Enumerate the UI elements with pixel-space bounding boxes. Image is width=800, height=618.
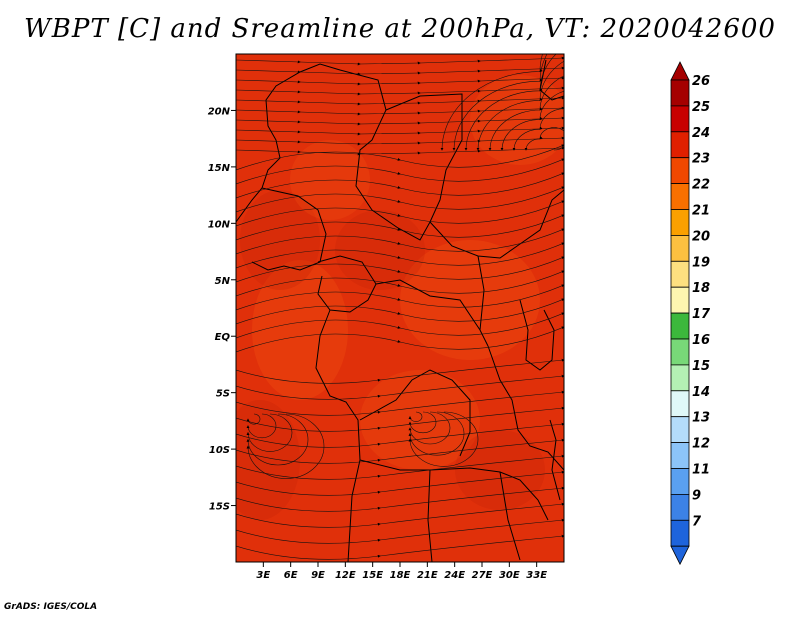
border-3 bbox=[315, 309, 361, 562]
colorbar-swatch bbox=[670, 364, 690, 392]
lat-tick-label: 15N bbox=[208, 163, 231, 174]
streamline-31 bbox=[236, 326, 564, 353]
grads-credit: GrADS: IGES/COLA bbox=[4, 602, 98, 612]
colorbar-swatch bbox=[670, 390, 690, 418]
lat-tick-label: 15S bbox=[209, 502, 230, 513]
border-2 bbox=[317, 255, 377, 313]
streamline-51 bbox=[408, 411, 451, 445]
colorbar-swatch bbox=[670, 79, 690, 107]
streamline-50 bbox=[408, 411, 437, 434]
streamline-52 bbox=[408, 411, 465, 456]
field-patch-4 bbox=[240, 190, 320, 290]
streamline-49 bbox=[408, 411, 423, 422]
chart-title: WBPT [C] and Sreamline at 200hPa, VT: 20… bbox=[24, 14, 776, 44]
lon-tick-label: 27E bbox=[472, 570, 493, 581]
colorbar-label: 13 bbox=[692, 411, 710, 426]
map-panel bbox=[236, 54, 564, 562]
streamline-47 bbox=[246, 413, 309, 466]
colorbar-label: 7 bbox=[692, 514, 702, 529]
colorbar-swatch bbox=[670, 286, 690, 314]
lon-tick-label: 30E bbox=[499, 570, 520, 581]
lon-tick-label: 12E bbox=[335, 570, 356, 581]
colorbar-swatch bbox=[670, 468, 690, 495]
colorbar-swatch bbox=[670, 183, 690, 210]
lat-tick-label: 5N bbox=[215, 276, 231, 287]
colorbar-swatch bbox=[670, 234, 690, 262]
colorbar-label: 23 bbox=[692, 152, 710, 167]
colorbar-swatch bbox=[670, 105, 690, 133]
colorbar-label: 9 bbox=[692, 488, 701, 503]
colorbar-label: 14 bbox=[692, 385, 710, 400]
colorbar-swatch bbox=[670, 209, 690, 236]
lon-tick-label: 33E bbox=[526, 570, 547, 581]
lat-tick-label: 10S bbox=[209, 445, 230, 456]
colorbar-top-arrow bbox=[670, 61, 690, 81]
colorbar-label: 26 bbox=[692, 74, 710, 89]
colorbar-swatch bbox=[670, 416, 690, 444]
colorbar-label: 19 bbox=[692, 255, 710, 270]
colorbar-label: 16 bbox=[692, 333, 710, 348]
colorbar-label: 20 bbox=[692, 229, 710, 244]
field-patch-6 bbox=[236, 400, 300, 520]
colorbar-label: 11 bbox=[692, 463, 710, 478]
lon-tick-label: 9E bbox=[311, 570, 325, 581]
streamline-43 bbox=[236, 534, 564, 560]
lon-tick-label: 3E bbox=[256, 570, 270, 581]
lat-tick-label: 10N bbox=[208, 219, 231, 230]
colorbar: 26 25 24 23 22 21 20 19 18 17 16 15 14 13 12 11 9 7 bbox=[670, 61, 711, 566]
streamline-48 bbox=[246, 413, 325, 479]
streamline-46 bbox=[246, 413, 293, 452]
colorbar-swatch bbox=[670, 131, 690, 159]
lon-tick-label: 15E bbox=[362, 570, 383, 581]
streamline-45 bbox=[246, 413, 277, 439]
colorbar-label: 22 bbox=[692, 178, 710, 193]
colorbar-swatch bbox=[670, 312, 690, 340]
streamline-17 bbox=[440, 54, 543, 151]
colorbar-swatch bbox=[670, 519, 690, 547]
lon-tick-label: 21E bbox=[417, 570, 438, 581]
colorbar-label: 15 bbox=[692, 359, 710, 374]
colorbar-label: 25 bbox=[692, 100, 710, 115]
latitude-axis: 20N 15N 10N 5N EQ 5S 10S 15S bbox=[208, 106, 236, 513]
colorbar-swatch bbox=[670, 260, 690, 288]
border-1 bbox=[251, 187, 327, 271]
colorbar-label: 21 bbox=[692, 204, 710, 219]
streamlines bbox=[236, 54, 564, 560]
lat-tick-label: 5S bbox=[216, 389, 230, 400]
longitude-axis: 3E 6E 9E 12E 15E 18E 21E 24E 27E 30E 33E bbox=[256, 562, 547, 581]
lon-tick-label: 6E bbox=[284, 570, 298, 581]
field-patch-8 bbox=[335, 210, 425, 290]
lon-tick-label: 18E bbox=[390, 570, 411, 581]
colorbar-swatch bbox=[670, 338, 690, 366]
lat-tick-label: EQ bbox=[215, 332, 231, 343]
lat-tick-label: 20N bbox=[208, 106, 231, 117]
colorbar-label: 12 bbox=[692, 437, 710, 452]
colorbar-label: 18 bbox=[692, 281, 710, 296]
colorbar-swatch bbox=[670, 157, 690, 184]
streamline-53 bbox=[408, 411, 479, 467]
streamline-44 bbox=[246, 413, 261, 425]
colorbar-label: 17 bbox=[692, 307, 711, 322]
colorbar-bottom-arrow bbox=[670, 545, 690, 566]
streamline-0 bbox=[236, 56, 564, 66]
field-patch-0 bbox=[252, 260, 348, 400]
colorbar-swatch bbox=[670, 493, 690, 521]
lon-tick-label: 24E bbox=[444, 570, 465, 581]
colorbar-swatch bbox=[670, 442, 690, 469]
colorbar-label: 24 bbox=[692, 126, 710, 141]
